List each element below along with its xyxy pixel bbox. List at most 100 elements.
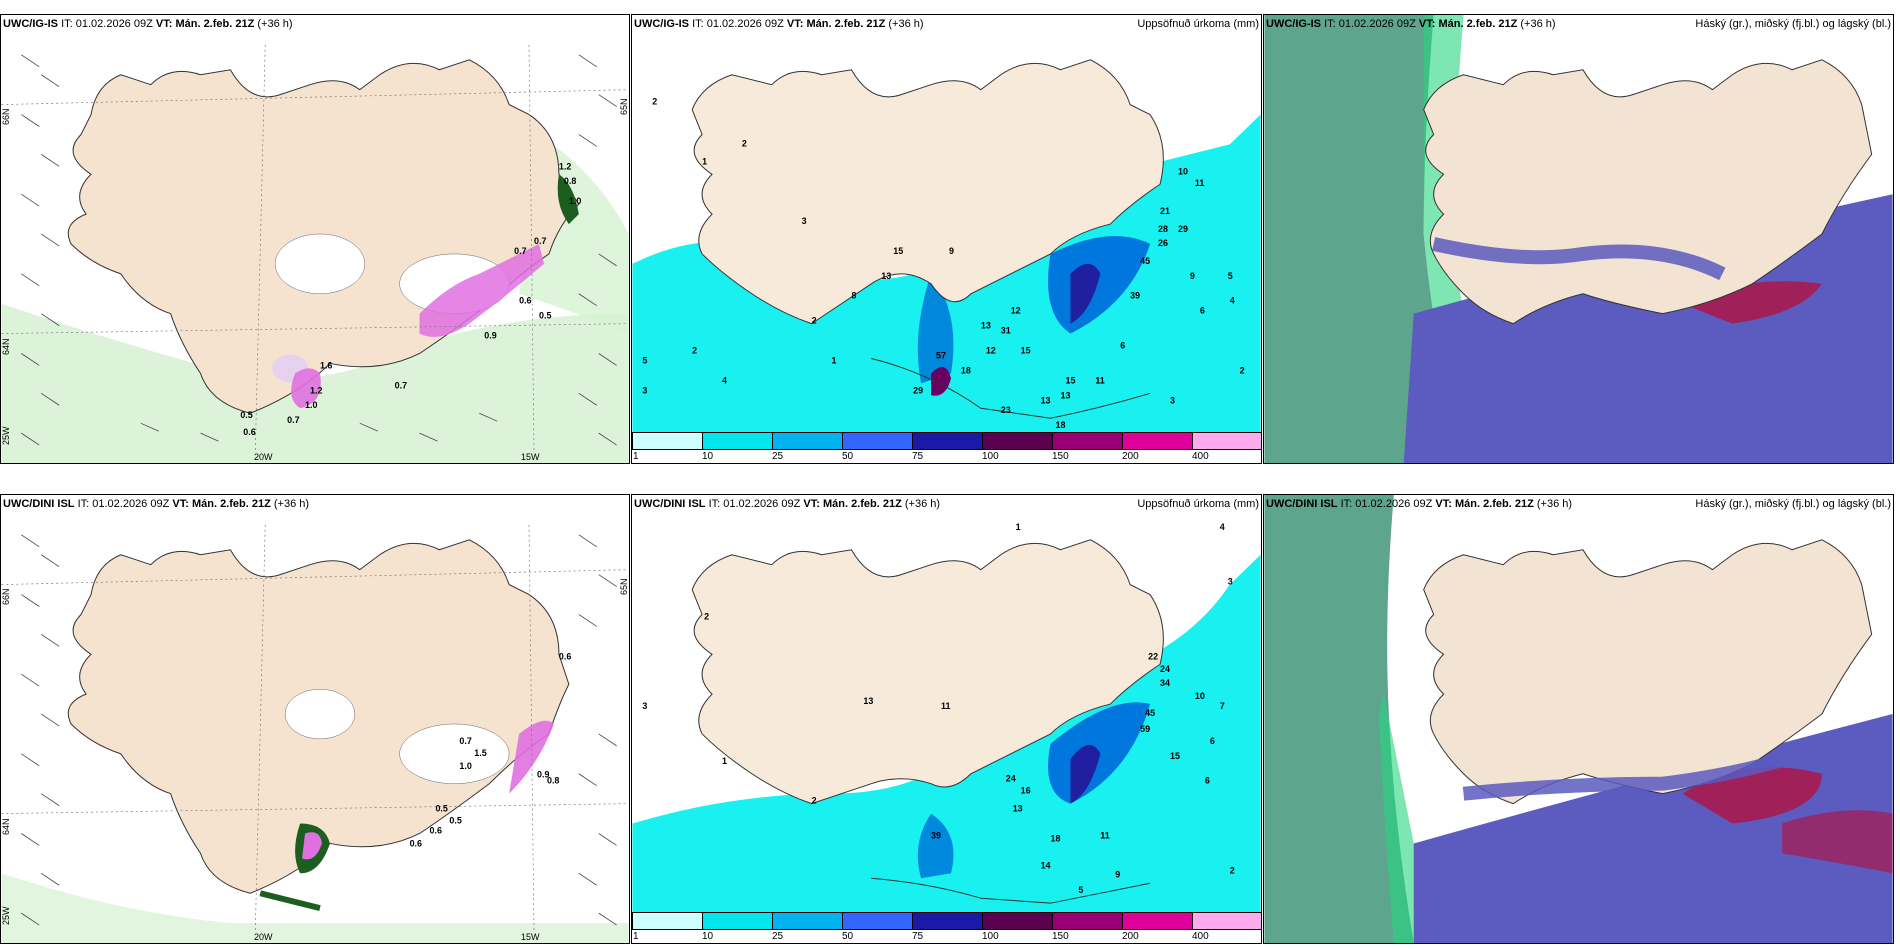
precip-value: 23	[1001, 405, 1011, 415]
row1-wind-map: 1.2 0.8 1.0 0.7 0.6 0.5 0.9 0.7 1.6 1.2 …	[1, 15, 629, 463]
precip-value: 1	[1016, 522, 1021, 532]
wind-barbs	[21, 534, 617, 926]
cloud-title: Háský (gr.), miðský (fj.bl.) og lágský (…	[1695, 18, 1891, 30]
colorbar-cell	[843, 433, 913, 449]
colorbar-label: 75	[912, 451, 924, 462]
lat-label: 64N	[1, 818, 11, 835]
colorbar-label: 100	[982, 931, 999, 942]
colorbar-cell	[703, 433, 773, 449]
row2-cloud-panel: UWC/DINI ISL IT: 01.02.2026 09Z VT: Mán.…	[1263, 494, 1894, 944]
precip-value: 31	[1001, 326, 1011, 336]
precip-value: 15	[893, 246, 903, 256]
iceland-outline	[691, 539, 1164, 805]
row1-precip-panel: 2 1 2 3 2 1 2 4 5 3 15 13 9 8 12 31 13 1…	[631, 14, 1262, 464]
row1-cloud-map	[1264, 15, 1893, 463]
colorbar-label: 10	[702, 931, 714, 942]
snow-value: 0.7	[514, 246, 526, 256]
lat-label: 66N	[1, 588, 11, 605]
precip-value: 3	[1228, 577, 1233, 587]
colorbar-label: 400	[1192, 931, 1209, 942]
precip-value: 15	[1021, 345, 1031, 355]
lat-label: 65N	[619, 578, 629, 595]
precip-value: 5	[1228, 271, 1233, 281]
snow-value: 1.5	[474, 748, 486, 758]
precip-value: 12	[1011, 306, 1021, 316]
precip-value: 21	[1160, 206, 1170, 216]
precip-value: 2	[742, 138, 747, 148]
precip-value: 10	[1178, 166, 1188, 176]
precip-value: 24	[1006, 774, 1016, 784]
precip-value: 16	[1021, 786, 1031, 796]
precip-value: 2	[812, 796, 817, 806]
precip-value: 26	[1158, 238, 1168, 248]
snow-value: 0.9	[537, 770, 549, 780]
snow-value: 0.6	[559, 651, 571, 661]
cloud-title: Háský (gr.), miðský (fj.bl.) og lágský (…	[1695, 498, 1891, 510]
precip-value: 15	[1065, 375, 1075, 385]
panel-header: UWC/IG-IS IT: 01.02.2026 09Z VT: Mán. 2.…	[1266, 18, 1556, 30]
precip-value: 13	[1060, 390, 1070, 400]
snow-value: 1.0	[569, 196, 581, 206]
precip-value: 5	[1078, 885, 1083, 895]
lat-label: 25W	[1, 906, 11, 925]
panel-header: UWC/IG-IS IT: 01.02.2026 09Z VT: Mán. 2.…	[634, 18, 924, 30]
snow-value: 1.2	[310, 385, 322, 395]
precip-value: 28	[1158, 224, 1168, 234]
row1-precip-map: 2 1 2 3 2 1 2 4 5 3 15 13 9 8 12 31 13 1…	[632, 15, 1261, 463]
colorbar-cell	[633, 913, 703, 929]
colorbar-cell	[913, 913, 983, 929]
colorbar-label: 50	[842, 931, 854, 942]
snow-value: 0.8	[547, 776, 559, 786]
snow-value: 0.6	[410, 838, 422, 848]
snow-value: 0.8	[564, 176, 576, 186]
snow-value: 0.9	[484, 331, 496, 341]
precip-title: Uppsöfnuð úrkoma (mm)	[1137, 498, 1259, 510]
iceland-outline	[691, 59, 1164, 325]
precip-value: 1	[722, 756, 727, 766]
precip-values: 2 1 2 3 2 1 2 4 5 3 15 13 9 8 12 31 13 1…	[642, 97, 1244, 431]
snow-value: 0.6	[243, 427, 255, 437]
colorbar-label: 50	[842, 451, 854, 462]
snow-value: 0.5	[435, 804, 447, 814]
precip-value: 57	[936, 350, 946, 360]
colorbar-label: 200	[1122, 451, 1139, 462]
precip-value: 4	[722, 375, 727, 385]
lon-label: 20W	[254, 932, 273, 942]
snow-value: 1.2	[559, 161, 571, 171]
precip-values: 1 4 3 2 1 2 13 11 39 16 24 13 45 59 10 7…	[642, 522, 1234, 895]
colorbar-label: 1	[633, 931, 639, 942]
snow-value: 0.7	[459, 736, 471, 746]
precip-value: 3	[642, 385, 647, 395]
precip-value: 29	[1178, 224, 1188, 234]
colorbar-label: 25	[772, 451, 784, 462]
precip-value: 18	[961, 365, 971, 375]
colorbar-label: 150	[1052, 451, 1069, 462]
row2-wind-map: 0.6 0.8 0.9 0.7 1.5 1.0 0.6 0.5 0.6 0.5	[1, 495, 629, 943]
precip-value: 18	[1051, 833, 1061, 843]
precip-value: 12	[986, 345, 996, 355]
colorbar-cell	[633, 433, 703, 449]
snow-value: 0.7	[287, 415, 299, 425]
row2-precip-panel: 1 4 3 2 1 2 13 11 39 16 24 13 45 59 10 7…	[631, 494, 1262, 944]
colorbar-cell	[843, 913, 913, 929]
colorbar-label: 200	[1122, 931, 1139, 942]
lat-label: 25W	[1, 426, 11, 445]
snow-value: 0.5	[539, 311, 551, 321]
panel-header: UWC/DINI ISL IT: 01.02.2026 09Z VT: Mán.…	[3, 498, 310, 510]
snow-value: 0.5	[240, 410, 252, 420]
precip-value: 2	[812, 316, 817, 326]
snow-value: 0.7	[534, 236, 546, 246]
lon-label: 15W	[521, 452, 540, 462]
precip-colorbar	[632, 432, 1261, 450]
precip-value: 4	[1220, 522, 1225, 532]
precip-value: 13	[863, 696, 873, 706]
precip-value: 10	[1195, 691, 1205, 701]
precip-value: 9	[1190, 271, 1195, 281]
precip-value: 24	[1160, 664, 1170, 674]
precip-value: 3	[642, 701, 647, 711]
colorbar-cell	[1123, 913, 1193, 929]
row1-wind-panel: 1.2 0.8 1.0 0.7 0.6 0.5 0.9 0.7 1.6 1.2 …	[0, 14, 630, 464]
row2-wind-panel: 0.6 0.8 0.9 0.7 1.5 1.0 0.6 0.5 0.6 0.5 …	[0, 494, 630, 944]
precip-value: 2	[692, 345, 697, 355]
precip-value: 3	[802, 216, 807, 226]
